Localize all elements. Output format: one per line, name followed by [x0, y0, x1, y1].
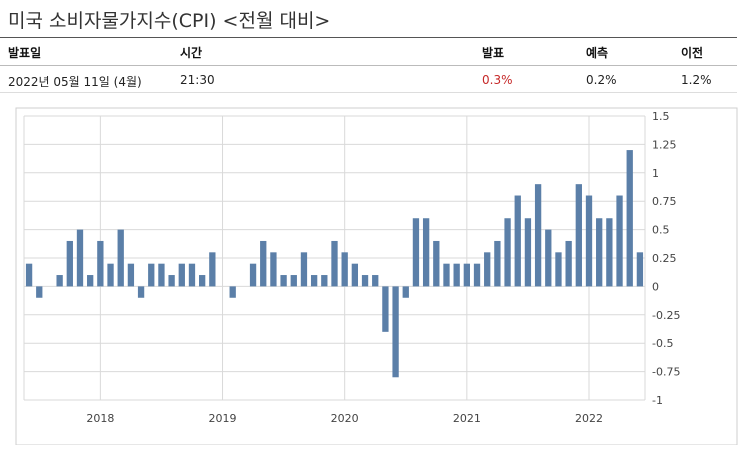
x-tick-label: 2018 — [86, 412, 114, 425]
bar — [107, 263, 114, 287]
bar — [626, 150, 633, 287]
x-tick-label: 2019 — [209, 412, 237, 425]
bar — [636, 252, 644, 287]
bar — [178, 263, 185, 287]
y-tick-label: 1.25 — [652, 138, 677, 151]
bar — [66, 240, 73, 287]
bar — [300, 252, 308, 287]
bar — [127, 263, 135, 287]
bar — [382, 286, 389, 332]
bar — [494, 240, 501, 287]
x-tick-label: 2020 — [331, 412, 359, 425]
bar — [545, 229, 552, 287]
bar — [351, 263, 359, 287]
y-tick-label: -0.25 — [652, 309, 680, 322]
y-tick-label: 0.5 — [652, 224, 670, 237]
bar — [484, 252, 491, 287]
bar — [310, 275, 318, 287]
bar — [117, 229, 124, 287]
table-header-bottom-line — [0, 65, 737, 66]
bar — [76, 229, 84, 287]
header-time: 시간 — [180, 46, 203, 60]
y-tick-label: -0.5 — [652, 337, 673, 350]
bar — [585, 195, 593, 287]
row-actual: 0.3% — [482, 73, 513, 87]
y-tick-label: 1 — [652, 167, 659, 180]
cpi-chart: 1.5 1.25 1 0.75 0.5 0.25 0 -0.25 -0.5 -0.75 -1 2018… — [0, 92, 743, 446]
bar — [433, 240, 440, 287]
bar — [168, 275, 175, 287]
y-tick-label: -1 — [652, 394, 663, 407]
table-row-bottom-line — [0, 92, 737, 93]
y-tick-label: 0.75 — [652, 195, 677, 208]
bar — [372, 275, 379, 287]
bar — [36, 286, 43, 298]
bar — [137, 286, 145, 298]
bar — [453, 263, 460, 287]
bar — [473, 263, 481, 287]
bar — [534, 184, 542, 287]
bar — [199, 275, 206, 287]
bar — [463, 263, 470, 287]
bar — [97, 240, 104, 287]
bar — [280, 275, 287, 287]
bar — [616, 195, 623, 287]
y-tick-label: 0.25 — [652, 252, 677, 265]
bar — [270, 252, 277, 287]
bar — [575, 184, 582, 287]
bar — [56, 275, 63, 287]
bar — [87, 275, 94, 287]
bar — [321, 275, 328, 287]
header-date: 발표일 — [8, 46, 42, 60]
y-tick-label: -0.75 — [652, 366, 680, 379]
y-tick-label: 1.5 — [652, 110, 670, 123]
cpi-bar-chart: 1.5 1.25 1 0.75 0.5 0.25 0 -0.25 -0.5 -0.75 -1 2018… — [15, 107, 738, 446]
table-header-top-line — [0, 37, 737, 38]
bar — [331, 240, 338, 287]
bar — [361, 275, 369, 287]
row-forecast: 0.2% — [586, 73, 617, 87]
bar — [422, 218, 430, 287]
bar — [412, 218, 420, 287]
row-date: 2022년 05월 11일 (4월) — [8, 75, 142, 89]
bar — [209, 252, 216, 287]
bar — [555, 252, 562, 287]
bar — [188, 263, 196, 287]
bar — [514, 195, 521, 287]
bar — [341, 252, 348, 287]
bar — [249, 263, 257, 287]
row-previous: 1.2% — [681, 73, 712, 87]
bar — [606, 218, 613, 287]
y-tick-label: 0 — [652, 280, 659, 293]
bar — [290, 275, 297, 287]
bar — [402, 286, 409, 298]
bar — [565, 240, 572, 287]
row-time: 21:30 — [180, 73, 215, 87]
bar — [443, 263, 450, 287]
x-tick-label: 2022 — [575, 412, 603, 425]
bar — [524, 218, 532, 287]
bar — [148, 263, 155, 287]
bar — [25, 263, 33, 287]
x-tick-label: 2021 — [453, 412, 481, 425]
bar — [158, 263, 165, 287]
bar — [596, 218, 603, 287]
page-title: 미국 소비자물가지수(CPI) <전월 대비> — [8, 10, 331, 32]
header-previous: 이전 — [681, 46, 704, 60]
bar — [260, 240, 267, 287]
bar — [392, 286, 399, 378]
bar — [504, 218, 511, 287]
header-actual: 발표 — [482, 46, 505, 60]
header-forecast: 예측 — [586, 46, 609, 60]
bar — [229, 286, 236, 298]
